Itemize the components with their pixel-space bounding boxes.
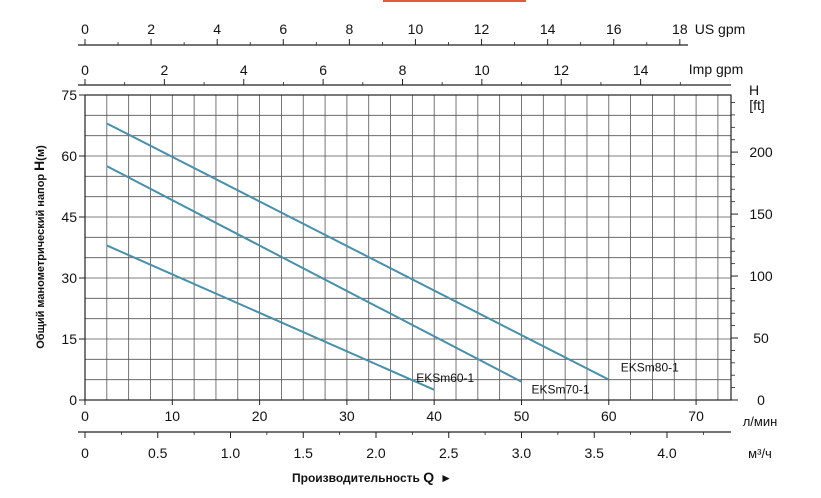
m3h-tick-label: 0.5 [148, 445, 168, 461]
x-axis-title-arrow: ► [440, 471, 452, 485]
series-label-eksm70-1: EKSm70-1 [531, 383, 589, 397]
right-axis-tick-label: 200 [749, 144, 773, 160]
x-tick-label: 30 [339, 408, 355, 424]
m3h-tick-label: 1.0 [221, 445, 241, 461]
right-axis-tick-label: 100 [749, 268, 773, 284]
x-unit-label: л/мин [743, 414, 778, 429]
us-gpm-tick-label: 18 [672, 21, 688, 37]
us-gpm-tick-label: 16 [606, 21, 622, 37]
right-axis-tick-label: 50 [753, 330, 769, 346]
x-tick-label: 0 [81, 408, 89, 424]
series-line-eksm80-1 [106, 122, 610, 381]
us-gpm-tick-label: 14 [540, 21, 556, 37]
x-tick-label: 70 [688, 408, 704, 424]
right-axis-title: H [749, 82, 759, 98]
imp-gpm-tick-label: 10 [474, 62, 490, 78]
series-label-eksm80-1: EKSm80-1 [621, 361, 679, 375]
imp-gpm-tick-label: 6 [319, 62, 327, 78]
y-tick-label: 75 [61, 87, 77, 103]
imp-gpm-tick-label: 0 [81, 62, 89, 78]
imp-gpm-tick-label: 2 [160, 62, 168, 78]
m3h-tick-label: 2.0 [366, 445, 386, 461]
x-tick-label: 20 [252, 408, 268, 424]
m3h-tick-label: 1.5 [294, 445, 314, 461]
y-tick-label: 30 [61, 270, 77, 286]
imp-gpm-tick-label: 4 [240, 62, 248, 78]
us-gpm-tick-label: 6 [279, 21, 287, 37]
x-tick-label: 40 [426, 408, 442, 424]
y-axis-title-unit: (м) [35, 145, 47, 161]
plot-frame [84, 94, 732, 401]
y-axis-title-prefix: Общий манометрический напор [35, 171, 47, 349]
y-tick-label: 60 [61, 148, 77, 164]
series-line-eksm60-1 [106, 244, 435, 391]
series-label-eksm60-1: EKSm60-1 [416, 371, 474, 385]
imp-gpm-tick-label: 14 [633, 62, 649, 78]
m3h-unit-label: м³/ч [748, 446, 772, 461]
m3h-tick-label: 2.5 [439, 445, 459, 461]
imp-gpm-tick-label: 8 [399, 62, 407, 78]
y-axis-title: Общий манометрический напор H(м) [31, 145, 47, 349]
right-axis-tick-label: 0 [757, 392, 765, 408]
labels: EKSm60-1 EKSm70-1 EKSm80-1 [416, 361, 679, 397]
m3h-tick-label: 3.5 [584, 445, 604, 461]
right-axis-unit: [ft] [749, 97, 765, 113]
m3h-tick-label: 0 [81, 445, 89, 461]
imp-gpm-tick-label: 12 [553, 62, 569, 78]
curves [106, 122, 610, 391]
grid [84, 94, 732, 401]
right-axis-tick-label: 150 [749, 206, 773, 222]
us-gpm-unit-label: US gpm [695, 21, 746, 37]
us-gpm-tick-label: 2 [147, 21, 155, 37]
series-line-eksm70-1 [106, 165, 522, 383]
x-axis-title: Производительность Q ► [292, 469, 452, 485]
y-tick-label: 15 [61, 331, 77, 347]
y-axis-title-symbol: H [31, 161, 47, 171]
us-gpm-tick-label: 12 [474, 21, 490, 37]
m3h-tick-label: 4.0 [657, 445, 677, 461]
top-red-mark [383, 0, 526, 2]
x-axis-title-symbol: Q [423, 469, 434, 485]
us-gpm-tick-label: 0 [81, 21, 89, 37]
imp-gpm-unit-label: Imp gpm [689, 61, 743, 77]
us-gpm-tick-label: 10 [408, 21, 424, 37]
y-tick-label: 45 [61, 209, 77, 225]
x-tick-label: 60 [601, 408, 617, 424]
us-gpm-tick-label: 8 [345, 21, 353, 37]
x-axis-title-prefix: Производительность [292, 471, 423, 485]
m3h-tick-label: 3.0 [512, 445, 532, 461]
x-tick-label: 10 [165, 408, 181, 424]
y-tick-label: 0 [69, 392, 77, 408]
us-gpm-tick-label: 4 [213, 21, 221, 37]
x-tick-label: 50 [514, 408, 530, 424]
